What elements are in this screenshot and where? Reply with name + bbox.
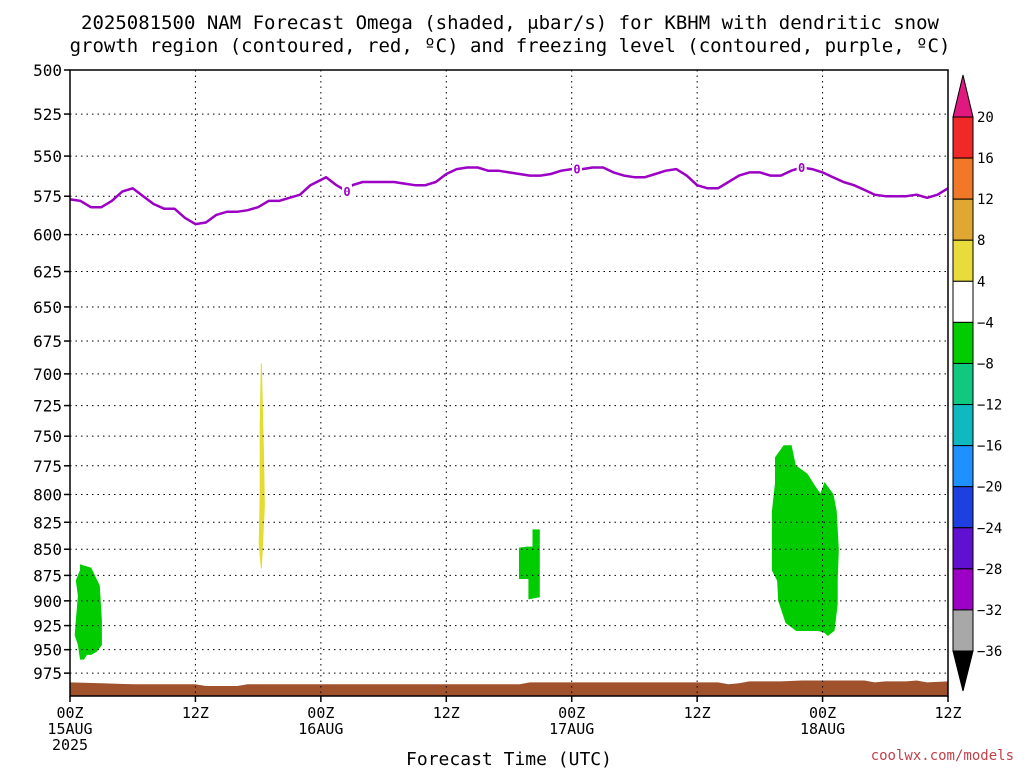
colorbar-segment-3 [952,198,974,241]
colorbar-segment-13 [952,609,974,652]
y-tick-label-500: 500 [33,61,62,80]
x-date-label-72: 18AUG [800,720,845,738]
y-tick-label-575: 575 [33,187,62,206]
x-date-label-48: 17AUG [549,720,594,738]
terrain-layer [70,680,948,696]
colorbar-label-7: −8 [977,356,994,372]
x-date-label-0: 15AUG [47,720,92,738]
terrain-fill [70,680,948,696]
y-tick-label-750: 750 [33,427,62,446]
omega-region-3 [519,529,540,600]
y-tick-label-850: 850 [33,540,62,559]
y-tick-label-600: 600 [33,226,62,245]
x-tick-label-72: 00Z [809,704,836,722]
freezing-label-bg-2 [571,162,582,176]
colorbar-label-9: −16 [977,439,1002,455]
y-axis: 500 525 550 575 600 625 650 675 700 725 750 775 800 8… [33,61,70,683]
x-tick-label-36: 12Z [433,704,460,722]
omega-region-1 [74,564,102,660]
y-tick-label-875: 875 [33,566,62,585]
colorbar-label-5: 4 [977,274,985,290]
colorbar-segment-8 [952,404,974,447]
credit-text: coolwx.com/models [871,748,1014,764]
colorbar-segment-10 [952,486,974,529]
colorbar-label-10: −20 [977,480,1002,496]
omega-regions [74,363,839,660]
title-line-2: growth region (contoured, red, ºC) and f… [70,35,951,57]
colorbar-bottom-arrow [952,650,974,692]
y-tick-label-900: 900 [33,592,62,611]
colorbar-top-arrow [952,74,974,118]
x-year-label-0: 2025 [52,736,88,754]
x-tick-label-0: 00Z [56,704,83,722]
freezing-level-contour: 0 0 0 [69,160,949,226]
colorbar-label-4: 8 [977,233,985,249]
x-axis-label: Forecast Time (UTC) [406,749,612,768]
x-tick-label-60: 12Z [684,704,711,722]
x-tick-label-24: 00Z [307,704,334,722]
plot-border [69,69,949,697]
y-tick-label-650: 650 [33,298,62,317]
y-tick-label-950: 950 [33,641,62,660]
grid-lines [69,69,949,696]
chart-title: 2025081500 NAM Forecast Omega (shaded, μ… [70,12,951,57]
colorbar-label-11: −24 [977,521,1002,537]
colorbar: 20 16 12 8 4 −4 −8 −12 −16 −20 −24 −28 −32 −36 [952,74,1002,692]
freezing-label-bg-1 [341,184,352,198]
colorbar-label-2: 16 [977,151,994,167]
colorbar-segment-6 [952,321,974,364]
omega-region-4 [771,445,839,636]
y-tick-label-775: 775 [33,457,62,476]
omega-region-2 [258,363,265,569]
y-tick-label-825: 825 [33,513,62,532]
x-tick-label-48: 00Z [558,704,585,722]
freezing-level-label-3: 0 [798,161,805,175]
colorbar-label-3: 12 [977,192,994,208]
y-tick-label-975: 975 [33,664,62,683]
colorbar-label-6: −4 [977,315,994,331]
colorbar-label-8: −12 [977,398,1002,414]
y-tick-label-625: 625 [33,263,62,282]
x-tick-label-12: 12Z [182,704,209,722]
plot-frame [69,69,949,697]
colorbar-segment-1 [952,116,974,159]
y-tick-label-700: 700 [33,365,62,384]
x-tick-label-84: 12Z [934,704,961,722]
colorbar-segment-11 [952,527,974,570]
colorbar-label-12: −28 [977,562,1002,578]
y-tick-label-675: 675 [33,332,62,351]
freezing-level-label-1: 0 [343,185,350,199]
x-date-label-24: 16AUG [298,720,343,738]
y-tick-label-550: 550 [33,147,62,166]
colorbar-segment-5 [952,280,974,323]
colorbar-segment-9 [952,445,974,488]
colorbar-segment-7 [952,362,974,406]
y-tick-label-925: 925 [33,617,62,636]
colorbar-label-13: −32 [977,603,1002,619]
y-tick-label-800: 800 [33,485,62,504]
y-tick-label-525: 525 [33,105,62,124]
title-line-1: 2025081500 NAM Forecast Omega (shaded, μ… [81,12,939,34]
y-tick-label-725: 725 [33,397,62,416]
freezing-level-label-2: 0 [573,163,580,177]
colorbar-label-1: 20 [977,110,994,126]
colorbar-segment-2 [952,157,974,200]
freezing-label-bg-3 [796,160,807,174]
colorbar-label-14: −36 [977,644,1002,660]
colorbar-segment-4 [952,239,974,282]
colorbar-segment-12 [952,568,974,611]
